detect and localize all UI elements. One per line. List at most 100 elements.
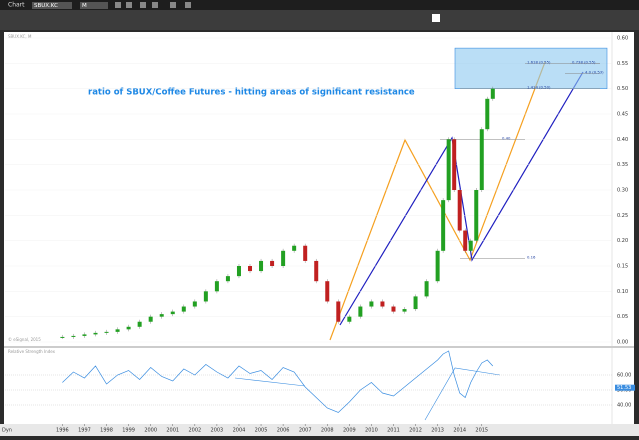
orange-abcd [329,61,546,341]
x-tick-label: 2001 [166,428,179,434]
icon[interactable] [170,2,176,8]
candle [181,306,186,312]
footer-label: Dyn [2,428,12,434]
candle [391,306,396,312]
x-tick-label: 2014 [453,428,466,434]
candle [281,250,286,266]
candle [248,266,253,272]
x-tick-label: 1998 [100,428,113,434]
level-label: 0.16 [527,254,536,259]
candle [468,240,473,251]
x-tick-label: 2010 [365,428,378,434]
y-tick-label: 0.25 [617,213,628,219]
candle [115,329,120,332]
symbol-box[interactable] [32,2,72,9]
candle [336,301,341,322]
candle [314,260,319,282]
interval-box[interactable] [80,2,108,9]
y-tick-label: 0.45 [617,112,628,118]
candle [369,301,374,307]
y-tick-label: 0.60 [617,36,628,42]
y-tick-label: 0.15 [617,264,628,270]
x-tick-label: 2008 [321,428,334,434]
x-tick-label: 2002 [188,428,201,434]
time-axis [0,424,639,436]
candle [452,139,457,190]
title-bar [0,0,639,10]
rsi-line [62,350,494,413]
level-label: 1.414 (0.50) [527,85,551,90]
y-tick-label: 40.00 [617,403,631,409]
x-tick-label: 2007 [299,428,312,434]
candle [424,281,429,297]
icon[interactable] [185,2,191,8]
candle [490,88,495,99]
x-tick-label: 2009 [343,428,356,434]
candle [71,335,76,337]
x-tick-label: 2005 [255,428,268,434]
icon[interactable] [126,2,132,8]
candle [358,306,363,317]
candle [60,336,65,338]
x-tick-label: 2013 [431,428,444,434]
candle [474,190,479,241]
level-label: 1.618 (0.55) [527,59,551,64]
current-value-label: 51.53 [617,385,631,391]
candle [82,334,87,336]
candle [441,200,446,251]
candle [463,230,468,251]
candle [93,332,98,335]
candle [303,245,308,261]
candle [148,316,153,322]
credit: © eSignal, 2015 [8,337,41,342]
icon[interactable] [432,14,440,22]
x-tick-label: 2000 [144,428,157,434]
y-tick-label: 60.00 [617,373,631,379]
level-label: 0.738 (0.55) [572,59,596,64]
x-tick-label: 2006 [277,428,290,434]
x-tick-label: 2003 [211,428,224,434]
x-tick-label: 2015 [475,428,488,434]
icon[interactable] [140,2,146,8]
candle [104,331,109,333]
x-tick-label: 2004 [233,428,246,434]
y-tick-label: 0.35 [617,162,628,168]
drawings [234,61,584,421]
candle [402,309,407,312]
icon[interactable] [115,2,121,8]
icon[interactable] [152,2,158,8]
blue-abcd [339,71,584,326]
current-value-box [615,384,635,391]
interval: M [82,3,87,9]
x-tick-label: 1996 [56,428,69,434]
candle [485,98,490,130]
candle [380,301,385,307]
symbol: SBUX.KC [34,3,58,9]
y-tick-label: 0.00 [617,340,628,346]
candle [203,291,208,302]
toolbar [0,10,639,30]
candle [270,260,275,266]
candle [446,139,451,201]
candle [435,250,440,282]
chart-area [4,32,634,424]
candle [170,311,175,315]
candle [413,296,418,310]
y-tick-label: 0.05 [617,314,628,320]
candle [292,245,297,251]
candle [457,190,462,231]
candle [479,129,484,190]
x-tick-label: 1999 [122,428,135,434]
annotation: ratio of SBUX/Coffee Futures - hitting a… [88,88,415,98]
candle [259,260,264,272]
candle [214,281,219,292]
x-tick-label: 2011 [387,428,400,434]
window-title: Chart [8,2,25,9]
rsi-trend [234,377,306,387]
resistance-zone [454,47,608,89]
y-tick-label: 0.10 [617,289,628,295]
y-tick-label: 0.55 [617,61,628,67]
level-label: 0.40 [502,135,511,140]
